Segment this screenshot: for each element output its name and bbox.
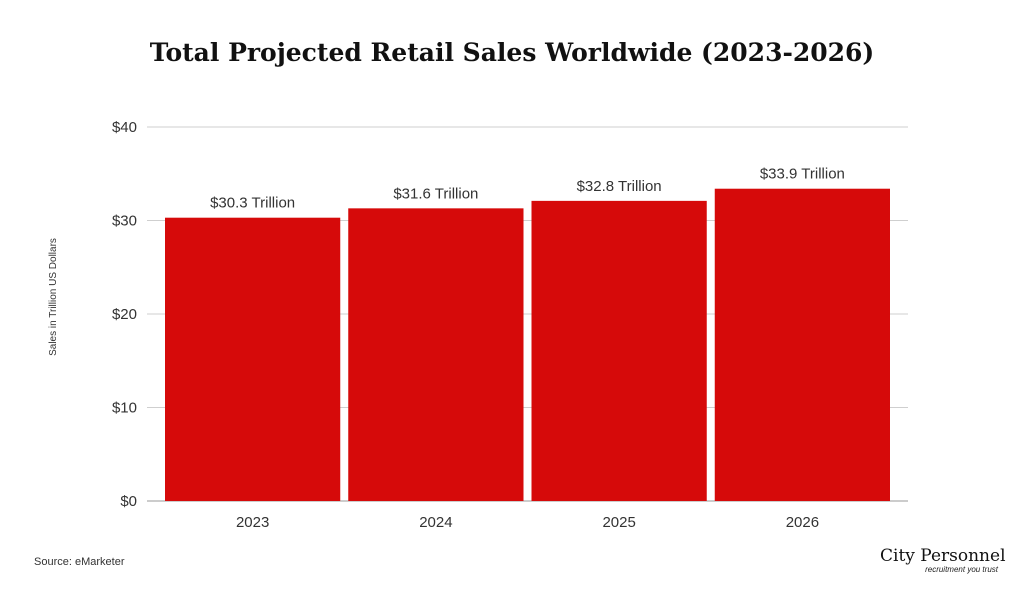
y-axis-ticks: $0 $10 $20 $30 $40 (112, 119, 137, 510)
source-note: Source: eMarketer (34, 556, 125, 568)
bar (348, 208, 524, 501)
bar-value-label: $30.3 Trillion (210, 195, 295, 212)
y-tick-label: $30 (112, 213, 137, 230)
logo-name: City Personnel (880, 546, 1006, 566)
y-tick-label: $0 (120, 493, 137, 510)
y-tick-label: $20 (112, 306, 137, 323)
y-tick-label: $40 (112, 119, 137, 136)
bar (714, 188, 890, 501)
logo-tagline: recruitment you trust (925, 565, 998, 574)
chart-title: Total Projected Retail Sales Worldwide (… (149, 38, 875, 67)
bar (531, 200, 707, 502)
bars (165, 188, 890, 502)
bar-value-label: $33.9 Trillion (760, 166, 845, 183)
x-tick-label: 2025 (602, 514, 635, 531)
x-tick-label: 2024 (419, 514, 452, 531)
data-labels: $30.3 Trillion $31.6 Trillion $32.8 Trilli… (210, 166, 845, 212)
bar-value-label: $32.8 Trillion (577, 178, 662, 195)
bar (165, 217, 341, 501)
x-axis-ticks: 2023 2024 2025 2026 (236, 514, 819, 531)
bar-value-label: $31.6 Trillion (393, 185, 478, 202)
x-tick-label: 2026 (786, 514, 819, 531)
city-personnel-logo: City Personnel recruitment you trust (880, 546, 1006, 575)
x-tick-label: 2023 (236, 514, 269, 531)
y-tick-label: $10 (112, 400, 137, 417)
y-axis-label: Sales in Trillion US Dollars (48, 238, 59, 356)
